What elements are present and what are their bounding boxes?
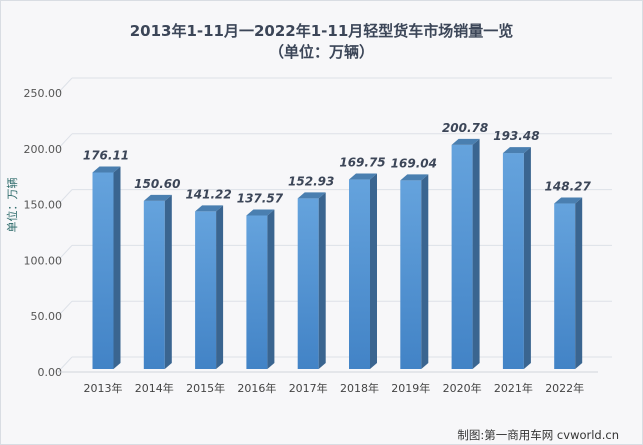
data-label: 137.57 <box>237 191 284 205</box>
gridline-depth <box>57 245 73 261</box>
x-tick-label: 2015年 <box>186 381 225 395</box>
x-tick-label: 2017年 <box>289 381 328 395</box>
bar-side <box>575 197 583 369</box>
chart-subtitle: （单位：万辆） <box>268 43 374 61</box>
data-label: 150.60 <box>134 177 180 191</box>
bar-side <box>472 138 480 369</box>
data-label: 148.27 <box>545 180 592 194</box>
chart-title: 2013年1-11月一2022年1-11月轻型货车市场销量一览 <box>129 22 514 40</box>
bar <box>349 179 370 369</box>
bar-side <box>370 173 377 369</box>
x-tick-label: 2020年 <box>443 381 482 395</box>
credit-text: 制图:第一商用车网 cvworld.cn <box>457 428 619 442</box>
gridline-depth <box>57 189 73 205</box>
bar <box>502 153 524 369</box>
bar-top <box>400 174 429 181</box>
bar-top <box>349 173 377 180</box>
gridline-depth <box>57 300 73 317</box>
x-tick-label: 2019年 <box>391 381 430 395</box>
gridline-depth <box>57 77 73 94</box>
gridline-depth <box>57 133 73 150</box>
data-label: 141.22 <box>185 187 231 201</box>
x-tick-label: 2013年 <box>84 381 123 395</box>
bar-top <box>143 194 172 201</box>
bar <box>297 198 319 369</box>
bar-side <box>267 209 275 369</box>
bar-side <box>113 166 121 369</box>
y-tick-label: 250.00 <box>24 87 63 100</box>
bar-top <box>297 192 326 199</box>
gridline-depth <box>57 356 73 373</box>
data-label: 200.78 <box>442 121 488 135</box>
x-tick-label: 2018年 <box>340 381 379 395</box>
data-label: 169.04 <box>391 156 437 170</box>
x-tick-label: 2014年 <box>135 381 174 395</box>
bar-top <box>246 209 275 216</box>
bar-top <box>92 166 121 173</box>
data-label: 193.48 <box>493 129 539 143</box>
data-label: 152.93 <box>288 174 334 188</box>
data-label: 176.11 <box>83 148 129 162</box>
bar <box>554 203 576 369</box>
y-tick-label: 100.00 <box>24 254 63 267</box>
y-tick-label: 50.00 <box>31 310 63 323</box>
bar-side <box>318 192 326 369</box>
bar-side <box>523 147 531 369</box>
bar-side <box>164 194 172 369</box>
bar-top <box>451 138 480 145</box>
bar <box>400 180 422 369</box>
bar <box>451 144 473 369</box>
x-tick-label: 2022年 <box>545 381 584 395</box>
bar <box>92 172 114 369</box>
data-label: 169.75 <box>339 156 385 170</box>
y-tick-label: 150.00 <box>24 199 63 212</box>
bar <box>195 211 217 369</box>
x-tick-label: 2016年 <box>237 381 276 395</box>
bar-side <box>421 174 429 369</box>
bar-top <box>554 197 583 204</box>
bar-side <box>216 205 224 369</box>
bar <box>143 200 165 369</box>
y-axis-label: 单位：万辆 <box>5 178 19 233</box>
bar-top <box>195 205 224 212</box>
x-tick-label: 2021年 <box>494 381 533 395</box>
bar-top <box>502 147 531 154</box>
bar <box>246 215 268 369</box>
y-tick-label: 0.00 <box>38 366 63 379</box>
y-tick-label: 200.00 <box>24 143 63 156</box>
